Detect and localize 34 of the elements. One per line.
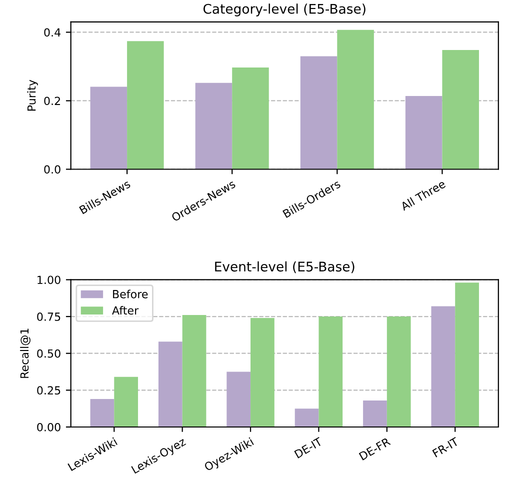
y-tick-label: 0.00 — [37, 422, 60, 432]
bar — [127, 41, 164, 170]
y-tick-label: 0.50 — [37, 349, 60, 358]
y-tick-label: 0.25 — [37, 386, 60, 395]
y-axis-title: Recall@1 — [20, 328, 30, 378]
y-axis-title: Purity — [27, 80, 38, 111]
bar — [455, 282, 479, 427]
bar — [158, 342, 182, 427]
bar — [363, 400, 387, 427]
y-tick-label: 0.2 — [44, 96, 60, 106]
bar — [318, 316, 343, 427]
bar — [405, 96, 442, 170]
bar — [232, 68, 269, 170]
y-tick-label: 0.0 — [44, 165, 60, 174]
bar — [226, 372, 251, 427]
y-tick-label: 0.4 — [44, 28, 60, 37]
legend-label: Before — [113, 290, 148, 298]
bar — [195, 82, 232, 170]
bar — [114, 376, 138, 427]
chart-title: Category-level (E5-Base) — [203, 4, 366, 16]
bar — [386, 316, 411, 427]
y-tick-label: 1.00 — [38, 276, 60, 284]
bar — [431, 306, 456, 427]
bar — [442, 50, 479, 170]
chart-title: Event-level (E5-Base) — [215, 261, 354, 274]
y-tick-label: 0.75 — [37, 312, 60, 321]
bar — [294, 408, 319, 427]
bar — [337, 30, 374, 170]
bar — [250, 318, 274, 427]
bar — [90, 86, 128, 170]
bar — [90, 399, 114, 427]
legend-label: After — [112, 306, 139, 315]
bar — [182, 315, 206, 427]
bar — [300, 56, 338, 170]
